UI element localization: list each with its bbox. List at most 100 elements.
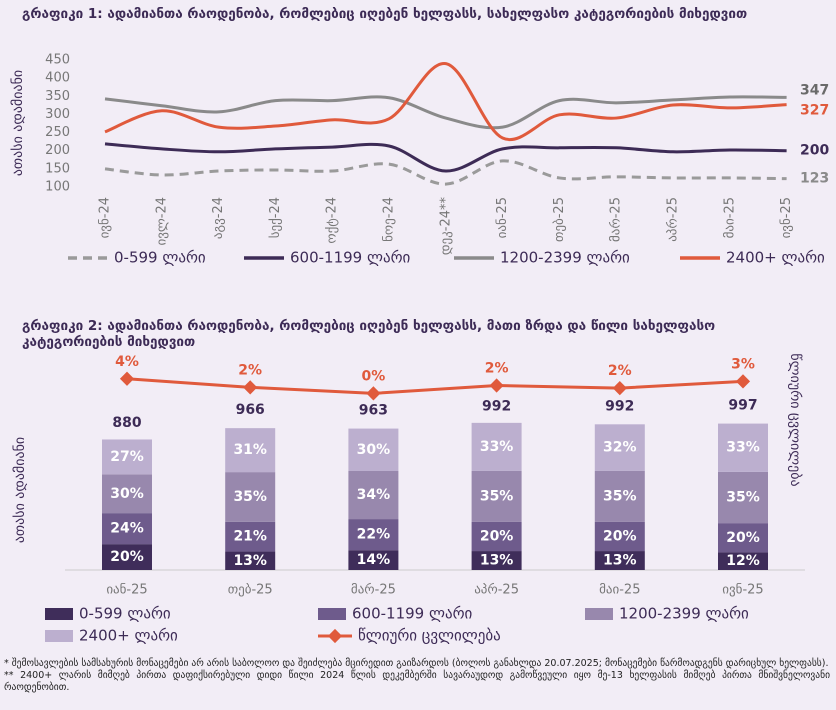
x-tick-label: იან-25 bbox=[495, 197, 510, 238]
x-tick-label: ივლ-24 bbox=[154, 197, 169, 245]
bar-segment bbox=[348, 519, 399, 551]
line-label: 2% bbox=[485, 361, 509, 377]
bar-segment bbox=[348, 550, 399, 570]
footnotes: * შემოსავლების სამსახურის მონაცემები არ … bbox=[4, 658, 830, 694]
legend-swatch bbox=[585, 608, 613, 620]
charts: ათასი ადამიანი 100 150 200 250 300 350 400 450 ივ… bbox=[10, 53, 829, 645]
legend-swatch bbox=[45, 608, 73, 620]
y-tick-label: 100 bbox=[45, 180, 70, 195]
total-label: 880 bbox=[112, 415, 141, 431]
bar-segment bbox=[594, 521, 645, 552]
segment-label: 20% bbox=[603, 528, 637, 544]
segment-label: 30% bbox=[110, 486, 144, 502]
segment-label: 12% bbox=[726, 553, 760, 569]
bar-segment bbox=[348, 428, 399, 472]
bar-segment bbox=[225, 428, 276, 473]
segment-label: 22% bbox=[357, 527, 391, 543]
bar-segment bbox=[594, 551, 645, 570]
bar-segment bbox=[348, 471, 399, 520]
x-tick-label: ნოე-24 bbox=[382, 197, 397, 242]
segment-label: 35% bbox=[726, 490, 760, 506]
x-tick-label: იან-25 bbox=[106, 583, 147, 598]
marker bbox=[366, 386, 381, 401]
segment-label: 33% bbox=[726, 440, 760, 456]
bar-segment bbox=[225, 472, 276, 522]
legend-label: 1200-2399 ლარი bbox=[619, 605, 749, 623]
segment-label: 34% bbox=[357, 487, 391, 503]
total-label: 997 bbox=[728, 398, 757, 414]
total-label: 992 bbox=[605, 398, 634, 414]
legend-label: წლიური ცვლილება bbox=[358, 627, 501, 645]
y-tick-label: 200 bbox=[45, 143, 70, 158]
bar-segment bbox=[718, 523, 768, 553]
x-tick-label: აპრ-25 bbox=[666, 197, 681, 242]
segment-label: 21% bbox=[233, 529, 267, 545]
bar-segment bbox=[102, 439, 152, 475]
legend-swatch bbox=[318, 608, 346, 620]
line-series bbox=[104, 159, 787, 186]
segment-label: 13% bbox=[603, 553, 637, 569]
y-tick-label: 300 bbox=[45, 107, 70, 122]
chart-title: გრაფიკი 2: ადამიანთა რაოდენობა, რომლებიც… bbox=[22, 318, 716, 350]
x-tick-label: მაი-25 bbox=[722, 197, 737, 238]
legend-label: 1200-2399 ლარი bbox=[500, 249, 630, 267]
legend-label: 600-1199 ლარი bbox=[290, 249, 411, 267]
legend-swatch bbox=[327, 628, 343, 644]
end-label: 347 bbox=[800, 82, 829, 98]
legend-label: 0-599 ლარი bbox=[114, 249, 206, 267]
line-series bbox=[126, 377, 744, 395]
segment-label: 30% bbox=[357, 442, 391, 458]
y-axis-label: ათასი ადამიანი bbox=[10, 70, 26, 176]
segment-label: 27% bbox=[110, 449, 144, 465]
x-tick-label: მარ-25 bbox=[609, 197, 624, 242]
line-series bbox=[104, 62, 787, 142]
x-tick-label: მარ-25 bbox=[351, 583, 396, 598]
bar-segment bbox=[225, 551, 276, 570]
end-label: 123 bbox=[800, 171, 829, 187]
x-tick-label: დეკ-24** bbox=[438, 197, 453, 256]
bar-segment bbox=[594, 470, 645, 522]
y2-axis-label: წლიური ცვლილება bbox=[787, 353, 804, 486]
marker bbox=[119, 371, 135, 386]
y-tick-label: 250 bbox=[45, 125, 70, 140]
x-tick-label: აგვ-24 bbox=[211, 197, 226, 239]
bar-segment bbox=[471, 521, 522, 552]
total-label: 992 bbox=[482, 398, 511, 414]
segment-label: 20% bbox=[726, 530, 760, 546]
marker bbox=[243, 380, 258, 395]
x-tick-label: სექ-24 bbox=[268, 197, 283, 238]
bar-segment bbox=[471, 422, 522, 471]
segment-label: 35% bbox=[233, 489, 267, 505]
y-axis-label: ათასი ადამიანი bbox=[12, 437, 28, 543]
marker bbox=[489, 378, 504, 393]
x-tick-label: მაი-25 bbox=[599, 583, 640, 598]
line-label: 2% bbox=[238, 362, 262, 378]
line-series bbox=[104, 142, 787, 173]
segment-label: 31% bbox=[233, 442, 267, 458]
bar-segment bbox=[471, 551, 522, 570]
segment-label: 13% bbox=[233, 553, 267, 569]
chart-title: გრაფიკი 1: ადამიანთა რაოდენობა, რომლებიც… bbox=[22, 6, 748, 22]
segment-label: 35% bbox=[480, 488, 514, 504]
line-label: 0% bbox=[362, 368, 386, 384]
line-series bbox=[104, 95, 787, 130]
y-tick-label: 150 bbox=[45, 161, 70, 176]
segment-label: 32% bbox=[603, 440, 637, 456]
segment-label: 24% bbox=[110, 521, 144, 537]
bar-segment bbox=[102, 544, 152, 570]
legend-label: 600-1199 ლარი bbox=[352, 605, 473, 623]
y-tick-label: 450 bbox=[45, 53, 70, 68]
legend-label: 0-599 ლარი bbox=[79, 605, 171, 623]
x-tick-label: ოქტ-24 bbox=[325, 197, 340, 244]
bar-segment bbox=[225, 521, 276, 552]
segment-label: 14% bbox=[357, 552, 391, 568]
y-tick-label: 400 bbox=[45, 71, 70, 86]
segment-label: 33% bbox=[480, 439, 514, 455]
bar-segment bbox=[471, 470, 522, 522]
bar-segment bbox=[102, 474, 152, 514]
footnote: * შემოსავლების სამსახურის მონაცემები არ … bbox=[4, 658, 829, 669]
bar-segment bbox=[718, 423, 768, 472]
x-tick-label: ივნ-25 bbox=[722, 583, 763, 598]
x-tick-label: თებ-25 bbox=[228, 583, 273, 598]
